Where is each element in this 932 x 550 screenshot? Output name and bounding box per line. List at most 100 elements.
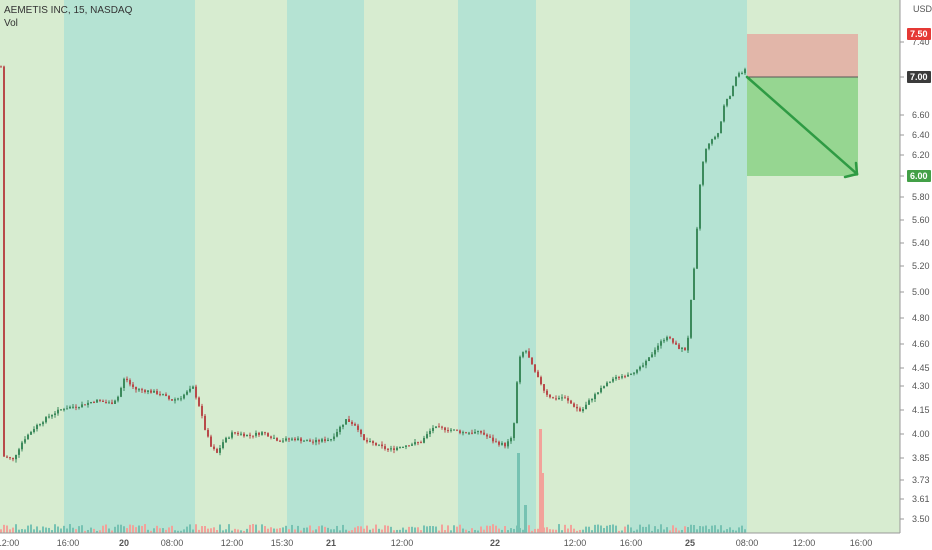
candle-body: [204, 415, 206, 430]
y-tick-label: 5.00: [912, 287, 930, 297]
x-tick-label: 21: [326, 538, 336, 548]
candle-body: [369, 441, 371, 443]
candle-body: [528, 351, 530, 358]
volume-bar: [63, 525, 65, 533]
volume-bar: [453, 525, 455, 533]
time-axis: [0, 533, 900, 550]
volume-bar: [441, 524, 443, 533]
volume-bar: [303, 527, 305, 533]
volume-bar: [99, 530, 101, 533]
volume-bar: [30, 524, 32, 533]
volume-bar: [279, 528, 281, 533]
volume-bar: [480, 526, 482, 533]
y-tick-label: 3.50: [912, 514, 930, 524]
volume-bar: [582, 529, 584, 533]
candle-body: [21, 442, 23, 450]
candle-body: [501, 443, 503, 445]
volume-bar: [354, 527, 356, 533]
volume-bar: [315, 529, 317, 533]
candle-body: [585, 404, 587, 410]
candle-body: [537, 371, 539, 378]
volume-bar: [492, 524, 494, 533]
candle-body: [339, 426, 341, 432]
x-tick-label: 20: [119, 538, 129, 548]
x-tick-label: 22: [490, 538, 500, 548]
volume-bar: [624, 526, 626, 533]
candle-body: [405, 445, 407, 447]
candle-body: [510, 438, 512, 442]
candle-body: [720, 121, 722, 134]
volume-bar: [495, 525, 497, 533]
candle-body: [387, 448, 389, 450]
candle-body: [198, 397, 200, 406]
y-tick-label: 7.40: [912, 37, 930, 47]
volume-bar: [672, 525, 674, 533]
candle-body: [243, 433, 245, 437]
volume-bar: [213, 527, 215, 533]
candle-body: [729, 96, 731, 99]
candle-body: [654, 349, 656, 355]
volume-bar: [684, 526, 686, 533]
session-band: [195, 0, 287, 533]
candle-body: [282, 440, 284, 442]
candle-body: [420, 442, 422, 444]
volume-bar: [432, 526, 434, 533]
candle-body: [417, 442, 419, 444]
volume-bar: [66, 528, 68, 533]
volume-bar: [81, 525, 83, 533]
candle-body: [399, 447, 401, 449]
candle-body: [477, 430, 479, 432]
chart-legend: AEMETIS INC, 15, NASDAQ Vol: [4, 4, 132, 30]
volume-bar: [654, 526, 656, 533]
candle-body: [534, 364, 536, 372]
candle-body: [48, 416, 50, 418]
candle-body: [213, 446, 215, 449]
candle-body: [360, 429, 362, 435]
candle-body: [9, 457, 11, 459]
candle-body: [96, 399, 98, 403]
volume-bar: [477, 530, 479, 533]
candle-body: [393, 448, 395, 450]
symbol-label[interactable]: AEMETIS INC, 15, NASDAQ: [4, 5, 133, 16]
candle-body: [621, 376, 623, 378]
candle-body: [39, 424, 41, 426]
candle-body: [414, 442, 416, 445]
candle-body: [18, 449, 20, 455]
session-band: [364, 0, 458, 533]
price-tag-target-label: 6.00: [910, 171, 928, 181]
candle-body: [447, 430, 449, 432]
candle-body: [363, 434, 365, 441]
candle-body: [138, 389, 140, 391]
volume-bar: [366, 525, 368, 533]
session-band: [287, 0, 364, 533]
candle-body: [225, 437, 227, 443]
candle-body: [435, 426, 437, 428]
volume-bar: [420, 530, 422, 533]
volume-bar: [615, 525, 617, 533]
candle-body: [36, 424, 38, 430]
candle-body: [267, 433, 269, 437]
volume-bar: [585, 526, 587, 533]
x-tick-label: 15:30: [271, 538, 294, 548]
candle-body: [120, 388, 122, 397]
candle-body: [396, 447, 398, 450]
candle-body: [549, 394, 551, 398]
candle-body: [333, 436, 335, 440]
volume-bar: [330, 529, 332, 533]
volume-bar: [267, 528, 269, 533]
candle-body: [129, 380, 131, 385]
candle-body: [144, 390, 146, 392]
volume-bar: [273, 528, 275, 533]
candle-body: [258, 432, 260, 435]
volume-bar: [414, 527, 416, 533]
volume-label[interactable]: Vol: [4, 18, 18, 29]
volume-bar: [405, 529, 407, 533]
candle-body: [708, 143, 710, 149]
volume-bar: [246, 528, 248, 533]
volume-bar: [507, 530, 509, 533]
candle-body: [288, 438, 290, 440]
volume-bar: [357, 526, 359, 533]
volume-bar: [165, 529, 167, 533]
volume-bar: [645, 526, 647, 533]
